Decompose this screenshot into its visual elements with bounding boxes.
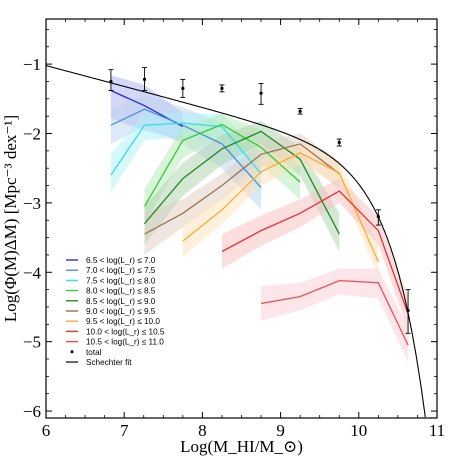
- y-tick-label: −1: [23, 55, 41, 74]
- total-point: [259, 91, 263, 95]
- series-line-9: [260, 279, 409, 346]
- x-axis-title: Log(M_HI/M_⊙): [180, 437, 303, 456]
- x-tick-label: 8: [198, 421, 207, 440]
- legend-label-2: 7.0 < log(L_r) ≤ 7.5: [86, 266, 156, 275]
- legend: 6.5 < log(L_r) ≤ 7.07.0 < log(L_r) ≤ 7.5…: [66, 256, 165, 367]
- band-8: [222, 178, 409, 332]
- legend-label-total: total: [86, 348, 102, 357]
- legend-label-7: 9.5 < log(L_r) ≤ 10.0: [86, 317, 160, 326]
- legend-label-6: 9.0 < log(L_r) ≤ 9.5: [86, 307, 156, 316]
- x-tick-label: 9: [276, 421, 285, 440]
- schechter-fit: [46, 65, 426, 418]
- y-tick-label: −4: [23, 263, 42, 282]
- series-line-6: [144, 143, 340, 235]
- total-point: [337, 140, 341, 145]
- legend-label-9: 10.5 < log(L_r) ≤ 11.0: [86, 338, 164, 347]
- legend-label-4: 8.0 < log(L_r) ≤ 8.5: [86, 287, 156, 296]
- series-lines: [110, 89, 409, 346]
- series-line-8: [221, 190, 409, 315]
- axis-ticks: 6 7 8 9 10 11 −1 −2 −3 −4 −5 −6: [23, 19, 445, 440]
- legend-marker-total: [70, 350, 74, 354]
- series-line-5: [144, 130, 340, 235]
- legend-label-schechter: Schechter fit: [86, 358, 132, 367]
- x-tick-label: 11: [429, 421, 445, 440]
- legend-label-3: 7.5 < log(L_r) ≤ 8.0: [86, 276, 156, 285]
- total-point: [376, 215, 380, 219]
- y-tick-label: −5: [23, 333, 41, 352]
- band-6: [144, 133, 340, 255]
- x-tick-label: 10: [350, 421, 367, 440]
- legend-label-5: 8.5 < log(L_r) ≤ 9.0: [86, 297, 156, 306]
- total-point: [220, 86, 224, 90]
- total-point: [298, 109, 302, 113]
- y-tick-label: −3: [23, 194, 41, 213]
- total-point: [109, 79, 113, 84]
- x-tick-label: 6: [42, 421, 51, 440]
- x-tick-label: 7: [120, 421, 129, 440]
- legend-label-8: 10.0 < log(L_r) ≤ 10.5: [86, 327, 165, 336]
- band-9: [261, 268, 409, 363]
- y-axis-title: Log(Φ(M)ΔM) [Mpc⁻³ dex⁻¹]: [1, 115, 20, 322]
- total-point: [181, 86, 185, 90]
- legend-label-1: 6.5 < log(L_r) ≤ 7.0: [86, 256, 156, 265]
- series-line-2: [110, 108, 262, 189]
- band-7: [182, 141, 379, 276]
- schechter-fit-curve: [46, 65, 426, 418]
- total-point: [406, 308, 410, 313]
- total-points: [108, 67, 411, 334]
- y-tick-label: −6: [23, 402, 41, 421]
- y-tick-label: −2: [23, 124, 41, 143]
- series-line-4: [143, 123, 301, 207]
- series-line-7: [182, 152, 379, 263]
- total-point: [142, 77, 147, 81]
